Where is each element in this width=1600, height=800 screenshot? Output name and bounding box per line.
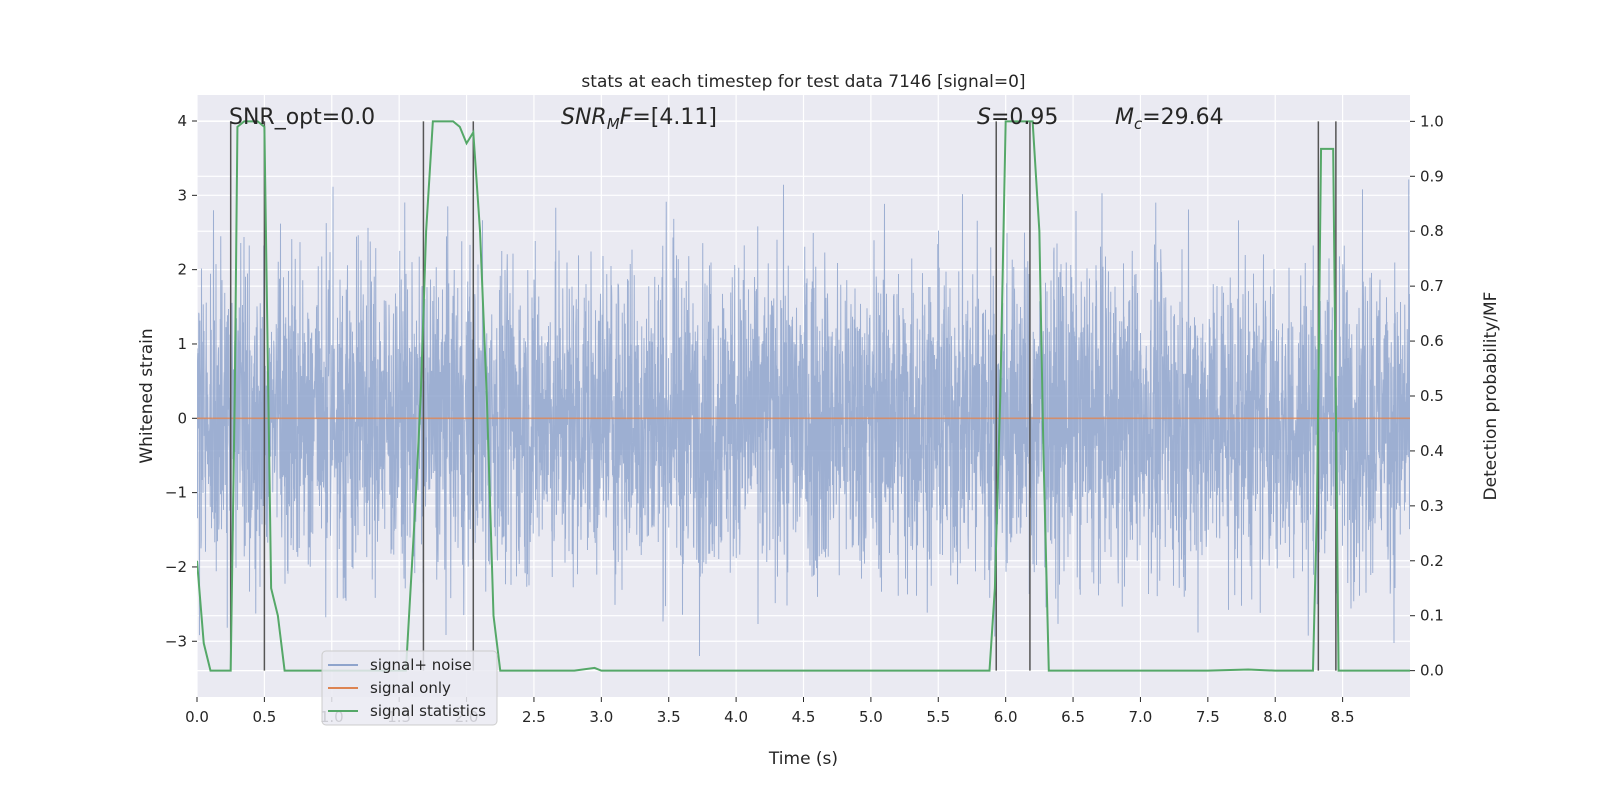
yr-tick-label-2: 0.2 [1420, 552, 1444, 570]
yl-tick-label-4: 1 [177, 335, 187, 353]
yr-tick-label-6: 0.6 [1420, 332, 1444, 350]
chart-title: stats at each timestep for test data 714… [581, 72, 1025, 92]
yl-tick-label-1: −2 [165, 558, 187, 576]
annotation-mc: Mc=29.64 [1115, 105, 1224, 133]
y-axis-right-ticks: 0.0 0.1 0.2 0.3 0.4 0.5 0.6 0.7 0.8 0.9 1.0 [1410, 112, 1444, 680]
s-label: S [977, 105, 991, 130]
yl-tick-label-0: −3 [165, 632, 187, 650]
legend-label-signal-plus-noise: signal+ noise [370, 656, 472, 674]
legend-label-signal-only: signal only [370, 679, 451, 697]
x-tick-label-6: 3.0 [589, 708, 613, 726]
yr-tick-label-0: 0.0 [1420, 662, 1444, 680]
yr-tick-label-1: 0.1 [1420, 607, 1444, 625]
x-tick-label-1: 0.5 [252, 708, 276, 726]
y-axis-left-ticks: −3 −2 −1 0 1 2 3 4 [165, 112, 197, 650]
x-tick-label-9: 4.5 [792, 708, 816, 726]
annotation-snr-opt: SNR_opt=0.0 [229, 105, 375, 130]
snr-mf-value: =[4.11] [632, 105, 717, 130]
yr-tick-label-7: 0.7 [1420, 277, 1444, 295]
x-tick-label-13: 6.5 [1061, 708, 1085, 726]
y-axis-right-label: Detection probability/MF [1481, 292, 1501, 501]
x-tick-label-5: 2.5 [522, 708, 546, 726]
yl-tick-label-5: 2 [177, 261, 187, 279]
x-tick-label-11: 5.5 [926, 708, 950, 726]
x-tick-label-0: 0.0 [185, 708, 209, 726]
yl-tick-label-3: 0 [177, 409, 187, 427]
yl-tick-label-6: 3 [177, 186, 187, 204]
series-signal-statistics [197, 120, 1410, 672]
x-tick-label-17: 8.5 [1331, 708, 1355, 726]
x-axis-label: Time (s) [768, 749, 838, 769]
x-tick-label-16: 8.0 [1263, 708, 1287, 726]
legend-box [321, 650, 498, 726]
s-value: =0.95 [991, 105, 1058, 130]
snr-mf-subscript: M [607, 115, 620, 133]
yr-tick-label-3: 0.3 [1420, 497, 1444, 515]
legend-label-signal-statistics: signal statistics [370, 702, 486, 720]
mc-value: =29.64 [1142, 105, 1223, 130]
annotation-s: S=0.95 [977, 105, 1058, 130]
annotation-snr-mf: SNRMF=[4.11] [561, 105, 717, 133]
yr-tick-label-9: 0.9 [1420, 167, 1444, 185]
x-tick-label-15: 7.5 [1196, 708, 1220, 726]
mc-subscript: c [1134, 115, 1143, 133]
x-tick-label-12: 6.0 [994, 708, 1018, 726]
yr-tick-label-10: 1.0 [1420, 112, 1444, 130]
plot-area [197, 120, 1410, 672]
x-tick-label-14: 7.0 [1129, 708, 1153, 726]
snr-mf-label: SNR [561, 105, 607, 130]
yl-tick-label-2: −1 [165, 484, 187, 502]
mc-label: M [1115, 105, 1134, 130]
x-tick-label-8: 4.0 [724, 708, 748, 726]
y-axis-left-label: Whitened strain [137, 328, 157, 463]
yl-tick-label-7: 4 [177, 112, 187, 130]
x-tick-label-10: 5.0 [859, 708, 883, 726]
yr-tick-label-4: 0.4 [1420, 442, 1444, 460]
legend: signal+ noise signal only signal statist… [321, 650, 498, 726]
x-tick-label-7: 3.5 [657, 708, 681, 726]
snr-mf-suffix-f: F [620, 105, 633, 130]
series-signal-plus-noise [197, 179, 1410, 656]
yr-tick-label-8: 0.8 [1420, 222, 1444, 240]
yr-tick-label-5: 0.5 [1420, 387, 1444, 405]
